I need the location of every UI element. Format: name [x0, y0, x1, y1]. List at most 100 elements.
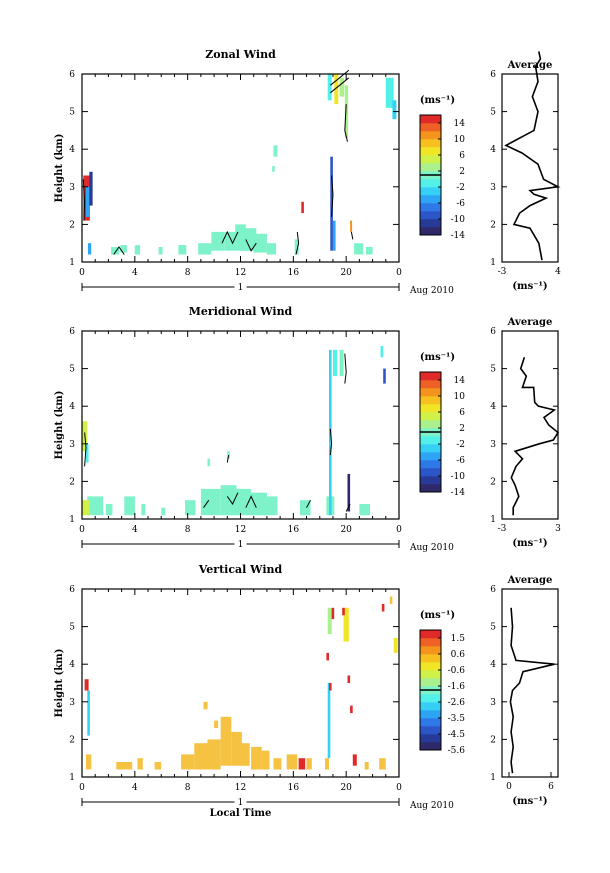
colorbar-tick-label: -3.5	[448, 714, 466, 724]
colorbar-segment	[420, 219, 441, 228]
colorbar-segment	[420, 211, 441, 220]
data-cells	[83, 74, 397, 255]
average-title: Average	[507, 60, 553, 71]
heat-cell	[352, 754, 357, 766]
panel-title: Zonal Wind	[205, 48, 276, 61]
x-tick-label: 0	[396, 525, 402, 535]
colorbar-segment	[420, 670, 441, 679]
contour-lines	[84, 353, 351, 512]
colorbar-segment	[420, 203, 441, 212]
heat-cell	[220, 485, 237, 516]
y-tick-label: 3	[69, 698, 75, 708]
heat-cell	[333, 349, 337, 377]
date-label: Aug 2010	[409, 543, 454, 553]
heat-cell	[393, 637, 398, 653]
heat-cell	[233, 488, 252, 516]
heat-cell	[266, 243, 277, 255]
x-tick-label: 20	[340, 268, 352, 278]
x-tick-label: 0	[396, 783, 402, 793]
colorbar-tick-label: -4.5	[448, 730, 466, 740]
average-frame	[501, 73, 559, 263]
heat-cell	[331, 607, 335, 620]
colorbar-tick-label: -2	[456, 183, 465, 193]
colorbar-segment	[420, 404, 441, 413]
colorbar-segment	[420, 662, 441, 671]
average-y-tick-label: 4	[490, 402, 496, 412]
heat-cell	[306, 758, 312, 770]
colorbar-tick-label: 6	[459, 151, 465, 161]
colorbar-tick-label: 0.6	[451, 650, 466, 660]
contour-line	[226, 455, 230, 463]
y-axis-label: Height (km)	[54, 649, 65, 718]
colorbar-tick-label: 10	[454, 392, 466, 402]
heat-cell	[366, 247, 373, 255]
heat-cell	[227, 451, 230, 459]
contour-line	[344, 353, 347, 384]
heat-cell	[235, 224, 246, 251]
colorbar-tick-label: 14	[454, 376, 466, 386]
heat-cell	[339, 77, 345, 97]
x-tick-label: 12	[235, 783, 246, 793]
heat-cell	[224, 231, 236, 251]
x-tick-label: 20	[340, 783, 352, 793]
colorbar-segment	[420, 372, 441, 381]
colorbar-tick-label: 1.5	[451, 634, 466, 644]
heat-cell	[339, 349, 344, 377]
y-tick-label: 5	[69, 365, 75, 375]
heat-cell	[207, 739, 221, 770]
colorbar-segment	[420, 388, 441, 397]
colorbar-segment	[420, 396, 441, 405]
y-axis-label: Height (km)	[54, 134, 65, 203]
contour-line	[329, 428, 333, 456]
colorbar-segment	[420, 460, 441, 469]
date-label: Aug 2010	[409, 801, 454, 811]
heat-cell	[344, 85, 349, 138]
colorbar-unit: (ms⁻¹)	[420, 610, 455, 621]
y-tick-label: 6	[69, 585, 75, 595]
colorbar-segment	[420, 630, 441, 639]
y-tick-label: 4	[69, 402, 75, 412]
y-tick-label: 3	[69, 440, 75, 450]
contour-line	[329, 77, 350, 94]
x-tick-label: 8	[185, 525, 191, 535]
colorbar-segment	[420, 638, 441, 647]
x-tick-label: 0	[79, 525, 85, 535]
heat-cell	[158, 247, 163, 255]
average-y-tick-label: 4	[490, 145, 496, 155]
y-axis-label: Height (km)	[54, 391, 65, 460]
colorbar-segment	[420, 115, 441, 124]
average-frame	[501, 330, 559, 520]
heat-cell	[134, 245, 141, 255]
colorbar-segment	[420, 444, 441, 453]
average-x-tick-label: -3	[498, 267, 507, 277]
heat-cell	[379, 758, 386, 770]
x-tick-label: 8	[185, 783, 191, 793]
average-y-tick-label: 4	[490, 660, 496, 670]
heat-cell	[84, 679, 89, 691]
heat-cell	[137, 758, 143, 770]
average-y-tick-label: 6	[490, 70, 496, 80]
colorbar-segment	[420, 694, 441, 703]
colorbar-segment	[420, 139, 441, 148]
average-y-tick-label: 2	[490, 220, 496, 230]
y-tick-label: 2	[69, 220, 75, 230]
heat-cell	[347, 473, 351, 512]
colorbar-segment	[420, 726, 441, 735]
x-tick-label: 0	[79, 783, 85, 793]
colorbar-tick-label: -6	[456, 199, 465, 209]
x-tick-label: 4	[132, 783, 138, 793]
heat-cell	[385, 77, 394, 108]
average-y-tick-label: 2	[490, 735, 496, 745]
y-tick-label: 1	[69, 515, 75, 525]
heat-cell	[251, 492, 267, 516]
average-y-tick-label: 1	[490, 258, 496, 268]
heat-cell	[116, 762, 123, 770]
heat-cell	[154, 762, 162, 770]
y-tick-label: 1	[69, 773, 75, 783]
average-profile-line	[509, 607, 555, 774]
contour-line	[226, 492, 239, 505]
colorbar-tick-label: -6	[456, 456, 465, 466]
average-y-tick-label: 5	[490, 108, 496, 118]
colorbar-segment	[420, 163, 441, 172]
heat-cell	[82, 500, 90, 516]
